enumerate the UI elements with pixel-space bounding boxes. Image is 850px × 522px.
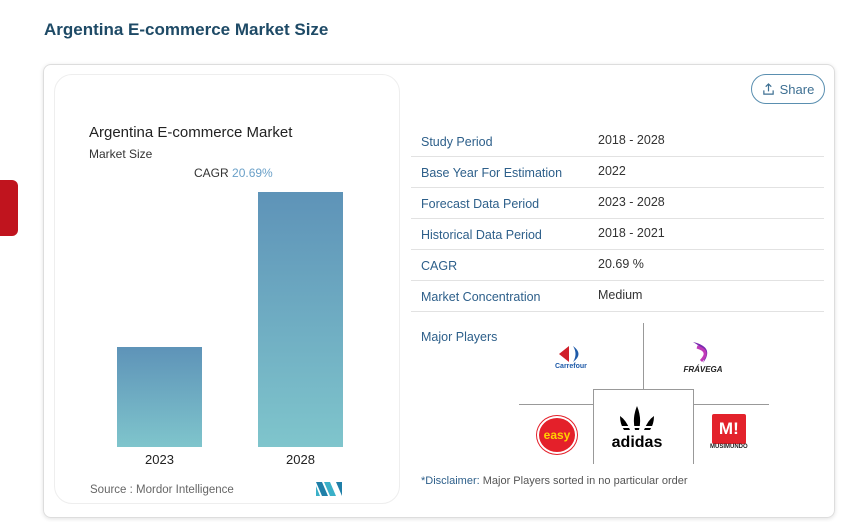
info-value: 20.69 % bbox=[598, 257, 644, 271]
info-key: CAGR bbox=[421, 259, 458, 273]
info-row: Base Year For Estimation 2022 bbox=[411, 157, 824, 188]
info-value: Medium bbox=[598, 288, 643, 302]
bar-2023 bbox=[117, 347, 202, 447]
chart-title: Argentina E-commerce Market bbox=[89, 124, 293, 141]
chart-panel bbox=[54, 74, 400, 504]
player-musimundo-logo: M! MUSIMUNDO bbox=[710, 414, 748, 450]
player-fravega-logo: FRÁVEGA bbox=[683, 341, 723, 374]
disclaimer: *Disclaimer: Major Players sorted in no … bbox=[421, 475, 688, 487]
info-value: 2018 - 2021 bbox=[598, 226, 665, 240]
info-row: Forecast Data Period 2023 - 2028 bbox=[411, 188, 824, 219]
info-value: 2023 - 2028 bbox=[598, 195, 665, 209]
x-tick-label: 2023 bbox=[145, 452, 174, 467]
info-value: 2022 bbox=[598, 164, 626, 178]
info-key: Base Year For Estimation bbox=[421, 166, 563, 180]
info-row: Market Concentration Medium bbox=[411, 281, 824, 312]
info-key: Forecast Data Period bbox=[421, 197, 540, 211]
x-tick-label: 2028 bbox=[286, 452, 315, 467]
mordor-logo-icon bbox=[316, 482, 342, 496]
share-icon bbox=[762, 82, 774, 95]
chart-subtitle: Market Size bbox=[89, 147, 153, 161]
cagr-label: CAGR bbox=[194, 166, 229, 180]
market-card bbox=[43, 64, 835, 518]
player-adidas-logo: adidas bbox=[608, 404, 666, 452]
info-key: Study Period bbox=[421, 135, 493, 149]
info-row: CAGR 20.69 % bbox=[411, 250, 824, 281]
info-row: Study Period 2018 - 2028 bbox=[411, 126, 824, 157]
major-players-label: Major Players bbox=[421, 330, 498, 344]
player-carrefour-logo: Carrefour bbox=[555, 345, 587, 370]
chart-cagr: CAGR 20.69% bbox=[194, 166, 273, 180]
page-title: Argentina E-commerce Market Size bbox=[44, 20, 329, 39]
bar-2028 bbox=[258, 192, 343, 447]
share-button[interactable]: Share bbox=[751, 74, 825, 104]
info-key: Historical Data Period bbox=[421, 228, 542, 242]
share-label: Share bbox=[779, 81, 815, 97]
cagr-value: 20.69% bbox=[232, 166, 273, 180]
player-easy-logo: easy bbox=[537, 416, 577, 454]
info-value: 2018 - 2028 bbox=[598, 133, 665, 147]
info-key: Market Concentration bbox=[421, 290, 541, 304]
side-tab[interactable] bbox=[0, 180, 18, 236]
info-row: Historical Data Period 2018 - 2021 bbox=[411, 219, 824, 250]
chart-source: Source : Mordor Intelligence bbox=[90, 484, 234, 496]
